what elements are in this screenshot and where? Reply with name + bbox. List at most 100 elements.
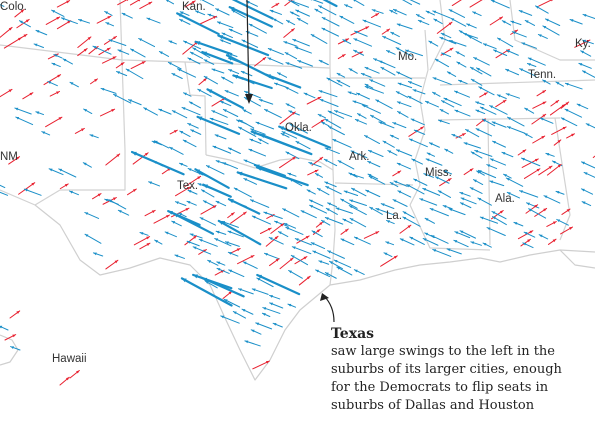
swing-arrow-shaft bbox=[375, 207, 395, 216]
swing-arrow-shaft bbox=[324, 216, 344, 225]
swing-arrow-head bbox=[225, 241, 229, 245]
swing-arrow-shaft bbox=[436, 21, 453, 34]
swing-arrow-head bbox=[397, 23, 401, 27]
swing-arrow-shaft bbox=[429, 207, 449, 217]
swing-arrow-head bbox=[252, 288, 256, 292]
swing-arrow-head bbox=[476, 67, 480, 71]
swing-arrow-head bbox=[315, 269, 320, 273]
swing-arrow-head bbox=[282, 208, 287, 212]
swing-arrow-head bbox=[375, 208, 380, 211]
swing-arrow-head bbox=[369, 79, 374, 83]
swing-arrow-head bbox=[307, 189, 311, 193]
swing-arrow-head bbox=[288, 110, 293, 114]
swing-arrow-head bbox=[510, 20, 515, 24]
swing-arrow-head bbox=[177, 68, 181, 72]
swing-arrow-head bbox=[228, 57, 232, 61]
swing-arrow-head bbox=[393, 255, 398, 259]
swing-arrow-head bbox=[284, 223, 288, 226]
swing-arrow-head bbox=[406, 184, 411, 188]
swing-arrow-head bbox=[288, 270, 293, 274]
texas-annotation: Texas saw large swings to the left in th… bbox=[331, 325, 595, 415]
swing-arrow-shaft bbox=[538, 0, 553, 7]
swing-arrow-head bbox=[207, 89, 213, 94]
swing-arrow-head bbox=[474, 150, 479, 153]
swing-arrow-head bbox=[451, 134, 456, 137]
border-kan-okla bbox=[184, 61, 331, 69]
swing-arrow-shaft bbox=[265, 73, 302, 89]
swing-arrow-head bbox=[179, 19, 183, 22]
swing-arrow-head bbox=[489, 180, 494, 184]
swing-arrow-head bbox=[228, 269, 233, 273]
border-upper-right bbox=[509, 0, 595, 61]
swing-arrow-head bbox=[492, 121, 496, 125]
swing-arrow-head bbox=[179, 131, 184, 134]
swing-arrow-head bbox=[228, 69, 233, 73]
swing-arrow-shaft bbox=[249, 199, 270, 208]
swing-arrow-shaft bbox=[108, 199, 127, 210]
swing-arrow-head bbox=[580, 50, 585, 54]
swing-arrow-head bbox=[581, 188, 585, 192]
swing-arrow-head bbox=[78, 19, 82, 22]
swing-arrow-head bbox=[255, 322, 260, 326]
swing-arrow-head bbox=[353, 0, 356, 2]
swing-arrow-head bbox=[15, 116, 20, 120]
swing-arrow-head bbox=[10, 346, 14, 350]
swing-arrow-head bbox=[188, 168, 192, 172]
swing-arrow-head bbox=[186, 186, 191, 190]
swing-arrow-head bbox=[144, 152, 149, 156]
swing-arrow-head bbox=[260, 134, 265, 138]
swing-arrow-head bbox=[432, 249, 437, 252]
swing-arrow-head bbox=[228, 199, 234, 203]
swing-arrow-head bbox=[241, 71, 245, 74]
swing-arrow-shaft bbox=[332, 138, 352, 148]
label-nm: NM bbox=[0, 151, 18, 163]
swing-arrow-shaft bbox=[290, 0, 310, 8]
swing-arrow-head bbox=[258, 138, 262, 142]
swing-arrow-head bbox=[328, 110, 332, 114]
swing-arrow-head bbox=[233, 311, 237, 315]
swing-arrow-head bbox=[378, 121, 383, 125]
swing-arrow-head bbox=[173, 130, 178, 133]
swing-arrow-shaft bbox=[182, 41, 199, 55]
swing-arrow-head bbox=[301, 210, 305, 214]
swing-arrow-head bbox=[117, 49, 122, 53]
swing-arrow-head bbox=[478, 86, 483, 90]
swing-arrow-head bbox=[438, 190, 442, 194]
swing-arrow-head bbox=[291, 255, 295, 259]
swing-arrow-head bbox=[285, 151, 290, 155]
swing-arrow-head bbox=[318, 5, 323, 9]
swing-arrow-head bbox=[221, 76, 225, 80]
swing-arrow-head bbox=[381, 203, 385, 207]
swing-arrow-head bbox=[168, 40, 173, 44]
swing-arrow-head bbox=[108, 199, 113, 203]
swing-arrow-head bbox=[325, 217, 329, 220]
label-tenn: Tenn. bbox=[528, 69, 556, 81]
swing-arrow-head bbox=[471, 79, 475, 83]
swing-arrow-head bbox=[426, 11, 430, 14]
border-ark-la bbox=[334, 182, 414, 186]
label-ala: Ala. bbox=[495, 193, 515, 205]
swing-arrow-head bbox=[264, 253, 268, 256]
swing-arrow-head bbox=[139, 232, 144, 235]
swing-arrow-head bbox=[146, 17, 151, 21]
swing-arrow-head bbox=[199, 239, 203, 242]
swing-arrow-head bbox=[463, 32, 467, 36]
swing-arrow-head bbox=[215, 8, 220, 12]
swing-arrow-head bbox=[329, 261, 333, 265]
swing-arrow-head bbox=[17, 37, 22, 41]
swing-arrow-shaft bbox=[279, 111, 296, 125]
swing-arrow-shaft bbox=[402, 0, 412, 6]
swing-arrow-head bbox=[321, 28, 326, 31]
swing-arrow-head bbox=[138, 0, 141, 2]
swing-arrow-shaft bbox=[0, 4, 5, 7]
border-miss-ala bbox=[487, 119, 491, 246]
swing-arrow-head bbox=[248, 148, 253, 152]
swing-arrow-head bbox=[267, 228, 272, 231]
swing-arrow-head bbox=[251, 329, 255, 333]
swing-arrow-shaft bbox=[375, 99, 393, 109]
swing-arrow-head bbox=[211, 68, 216, 72]
swing-arrow-head bbox=[492, 216, 496, 220]
swing-arrow-head bbox=[562, 126, 567, 130]
swing-arrow-head bbox=[83, 162, 87, 166]
swing-arrow-head bbox=[370, 115, 374, 118]
